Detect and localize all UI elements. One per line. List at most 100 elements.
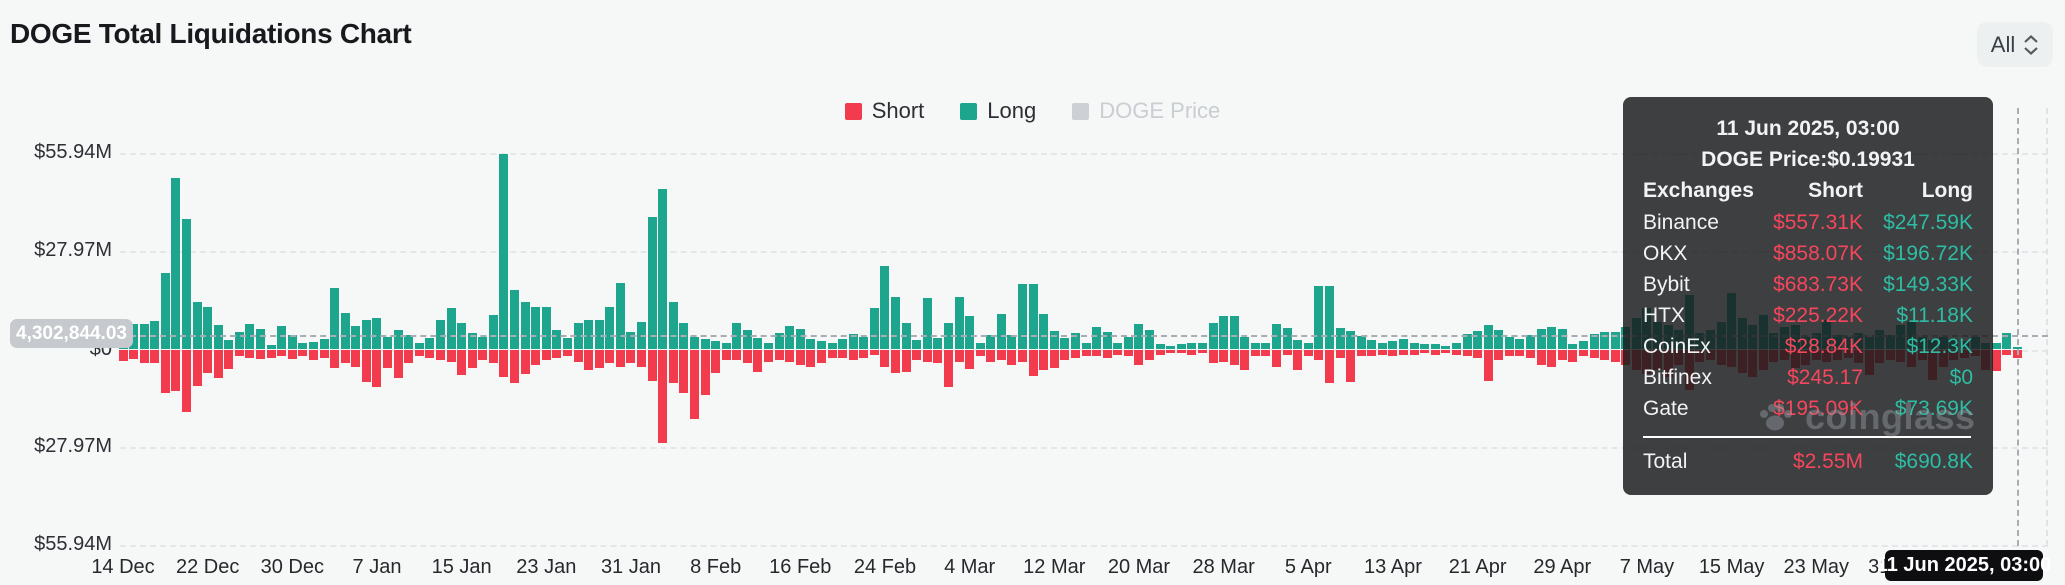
short-bar[interactable] <box>531 349 541 366</box>
long-bar[interactable] <box>298 342 308 350</box>
short-bar[interactable] <box>1272 349 1282 367</box>
long-bar[interactable] <box>1282 328 1292 350</box>
long-bar[interactable] <box>1451 342 1461 350</box>
long-bar[interactable] <box>838 339 848 350</box>
long-bar[interactable] <box>1018 283 1028 350</box>
long-bar[interactable] <box>1187 342 1197 350</box>
long-bar[interactable] <box>1039 313 1049 350</box>
long-bar[interactable] <box>785 325 795 350</box>
long-bar[interactable] <box>1504 336 1514 350</box>
legend-item-long[interactable]: Long <box>960 98 1036 124</box>
short-bar[interactable] <box>827 349 837 359</box>
long-bar[interactable] <box>1081 342 1091 350</box>
long-bar[interactable] <box>1166 346 1176 350</box>
long-bar[interactable] <box>1070 333 1080 350</box>
long-bar[interactable] <box>996 313 1006 350</box>
long-bar[interactable] <box>1134 324 1144 350</box>
short-bar[interactable] <box>1060 349 1070 360</box>
long-bar[interactable] <box>711 340 721 350</box>
short-bar[interactable] <box>1303 349 1313 357</box>
long-bar[interactable] <box>1272 324 1282 350</box>
long-bar[interactable] <box>933 338 943 350</box>
short-bar[interactable] <box>615 349 625 367</box>
short-bar[interactable] <box>647 349 657 381</box>
short-bar[interactable] <box>584 349 594 371</box>
long-bar[interactable] <box>1991 343 2001 350</box>
short-bar[interactable] <box>1536 349 1546 365</box>
long-bar[interactable] <box>446 307 456 350</box>
long-bar[interactable] <box>340 312 350 350</box>
short-bar[interactable] <box>1134 349 1144 365</box>
short-bar[interactable] <box>1600 349 1610 360</box>
short-bar[interactable] <box>266 349 276 358</box>
short-bar[interactable] <box>785 349 795 362</box>
long-bar[interactable] <box>1483 325 1493 350</box>
long-bar[interactable] <box>1324 286 1334 350</box>
short-bar[interactable] <box>351 349 361 367</box>
long-bar[interactable] <box>1536 329 1546 350</box>
short-bar[interactable] <box>256 349 266 360</box>
short-bar[interactable] <box>700 349 710 395</box>
short-bar[interactable] <box>658 349 668 443</box>
long-bar[interactable] <box>203 306 213 350</box>
short-bar[interactable] <box>1324 349 1334 384</box>
long-bar[interactable] <box>1388 340 1398 350</box>
short-bar[interactable] <box>816 349 826 364</box>
short-bar[interactable] <box>234 349 244 357</box>
short-bar[interactable] <box>689 349 699 420</box>
long-bar[interactable] <box>552 329 562 350</box>
long-bar[interactable] <box>541 306 551 350</box>
short-bar[interactable] <box>510 349 520 383</box>
short-bar[interactable] <box>1504 349 1514 357</box>
long-bar[interactable] <box>520 301 530 350</box>
short-bar[interactable] <box>1377 349 1387 355</box>
long-bar[interactable] <box>1261 343 1271 350</box>
long-bar[interactable] <box>1515 339 1525 350</box>
long-bar[interactable] <box>1176 344 1186 350</box>
short-bar[interactable] <box>1123 349 1133 357</box>
long-bar[interactable] <box>1229 316 1239 350</box>
short-bar[interactable] <box>414 349 424 357</box>
short-bar[interactable] <box>742 349 752 364</box>
long-bar[interactable] <box>647 217 657 350</box>
short-bar[interactable] <box>1483 349 1493 381</box>
long-bar[interactable] <box>1303 342 1313 350</box>
short-bar[interactable] <box>1526 349 1536 359</box>
long-bar[interactable] <box>869 307 879 350</box>
short-bar[interactable] <box>1240 349 1250 371</box>
short-bar[interactable] <box>488 349 498 364</box>
short-bar[interactable] <box>435 349 445 360</box>
long-bar[interactable] <box>1314 286 1324 350</box>
short-bar[interactable] <box>1187 349 1197 355</box>
long-bar[interactable] <box>319 339 329 350</box>
long-bar[interactable] <box>1377 342 1387 350</box>
short-bar[interactable] <box>2002 349 2012 356</box>
long-bar[interactable] <box>531 306 541 350</box>
short-bar[interactable] <box>457 349 467 375</box>
long-bar[interactable] <box>848 333 858 350</box>
short-bar[interactable] <box>1399 349 1409 355</box>
long-bar[interactable] <box>1600 331 1610 350</box>
long-bar[interactable] <box>1293 340 1303 350</box>
short-bar[interactable] <box>869 349 879 355</box>
short-bar[interactable] <box>711 349 721 374</box>
short-bar[interactable] <box>224 349 234 370</box>
long-bar[interactable] <box>658 189 668 350</box>
short-bar[interactable] <box>1039 349 1049 371</box>
legend-item-short[interactable]: Short <box>844 98 924 124</box>
short-bar[interactable] <box>1409 349 1419 355</box>
long-bar[interactable] <box>965 316 975 350</box>
long-bar[interactable] <box>1113 342 1123 350</box>
short-bar[interactable] <box>541 349 551 360</box>
long-bar[interactable] <box>721 342 731 350</box>
short-bar[interactable] <box>721 349 731 360</box>
short-bar[interactable] <box>330 349 340 369</box>
long-bar[interactable] <box>160 272 170 350</box>
long-bar[interactable] <box>404 334 414 350</box>
short-bar[interactable] <box>1028 349 1038 376</box>
long-bar[interactable] <box>922 298 932 350</box>
short-bar[interactable] <box>732 349 742 360</box>
short-bar[interactable] <box>1346 349 1356 382</box>
long-bar[interactable] <box>245 324 255 350</box>
short-bar[interactable] <box>1610 349 1620 362</box>
